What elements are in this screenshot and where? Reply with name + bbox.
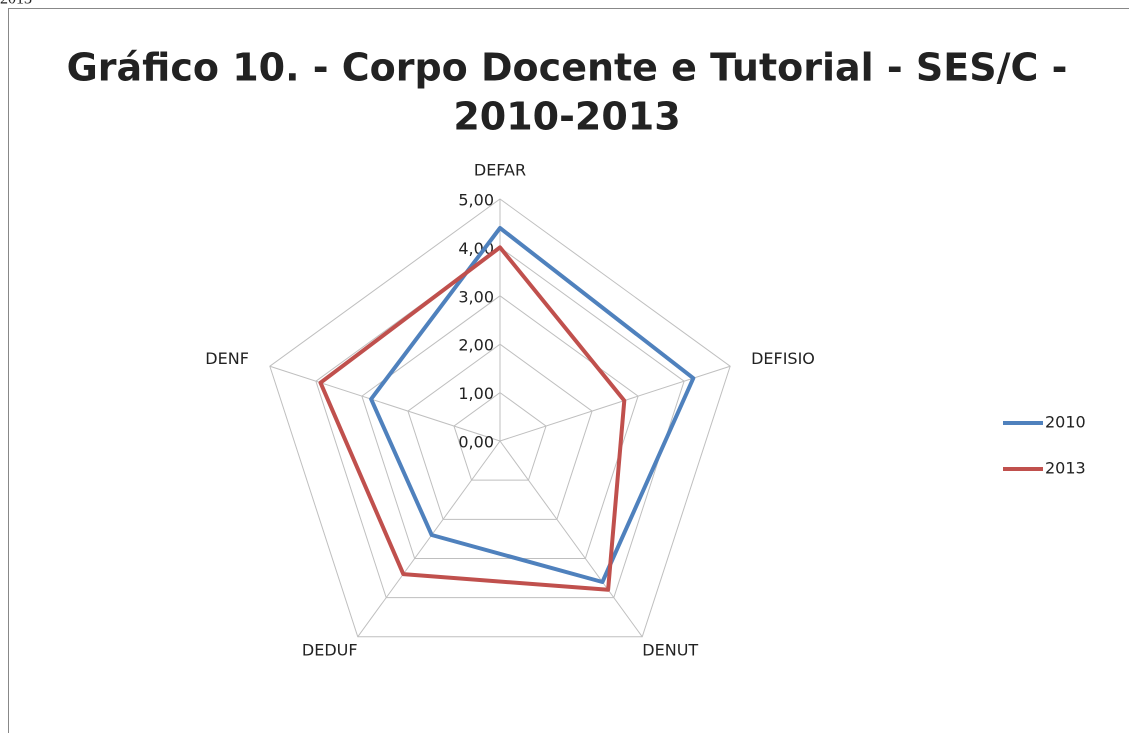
category-label: DENUT bbox=[642, 640, 698, 659]
series-line bbox=[369, 226, 696, 584]
y-tick-label: 0,00 bbox=[458, 433, 494, 452]
chart-title: Gráfico 10. - Corpo Docente e Tutorial -… bbox=[67, 46, 1068, 90]
y-tick-label: 5,00 bbox=[458, 191, 494, 210]
y-tick-label: 3,00 bbox=[458, 287, 494, 306]
y-tick-label: 2,00 bbox=[458, 336, 494, 355]
category-label: DENF bbox=[205, 349, 249, 368]
series-line bbox=[318, 245, 627, 592]
spoke bbox=[499, 440, 643, 638]
y-tick-label: 4,00 bbox=[458, 239, 494, 258]
grid-line bbox=[269, 198, 731, 638]
grid-line bbox=[407, 343, 593, 520]
y-tick-label: 1,00 bbox=[458, 384, 494, 403]
corner-text: 2013 bbox=[0, 0, 32, 8]
legend-label: 2010 bbox=[1045, 413, 1086, 432]
category-label: DEFISIO bbox=[751, 349, 815, 368]
grid-line bbox=[453, 391, 547, 481]
spoke bbox=[357, 440, 501, 638]
category-label: DEFAR bbox=[474, 161, 526, 180]
chart-frame bbox=[8, 8, 1129, 733]
category-label: DEDUF bbox=[302, 640, 358, 659]
grid-line bbox=[315, 246, 685, 599]
spoke bbox=[269, 365, 501, 442]
chart-title: 2010-2013 bbox=[453, 95, 680, 139]
legend-label: 2013 bbox=[1045, 459, 1086, 478]
